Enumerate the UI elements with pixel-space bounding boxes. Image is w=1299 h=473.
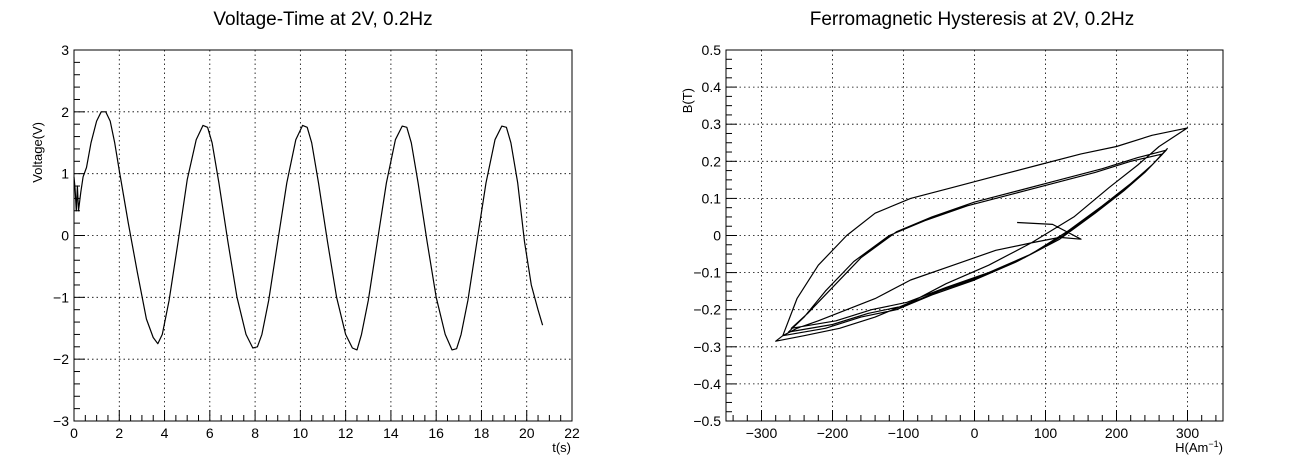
y-tick-label: 1	[61, 166, 69, 182]
y-tick-label: 3	[61, 42, 69, 58]
y-tick-label: −3	[53, 413, 69, 429]
x-tick-label: 300	[1176, 425, 1200, 441]
series-line	[775, 127, 1189, 342]
chart-title: Ferromagnetic Hysteresis at 2V, 0.2Hz	[810, 9, 1135, 30]
x-tick-label: 16	[428, 425, 444, 441]
x-tick-label: 20	[519, 425, 535, 441]
x-tick-label: 6	[206, 425, 214, 441]
x-tick-label: 2	[115, 425, 123, 441]
y-tick-label: 0.4	[702, 79, 722, 95]
voltage-time-chart: 0 2 4 6 8 10 12 14 16 18 20 22−3−2−10123Voltage-Tim…	[30, 9, 580, 455]
y-tick-label: −1	[53, 289, 69, 305]
y-tick-label: 0.5	[702, 42, 722, 58]
y-tick-label: 0	[61, 228, 69, 244]
y-axis-label: Voltage(V)	[30, 122, 45, 183]
x-tick-label: −200	[817, 425, 849, 441]
y-tick-label: 0.1	[702, 190, 722, 206]
x-tick-label: 8	[251, 425, 259, 441]
series-line	[73, 111, 544, 351]
y-tick-label: 0.2	[702, 153, 722, 169]
y-tick-label: 0	[713, 228, 721, 244]
x-tick-label: 0	[971, 425, 979, 441]
y-tick-label: −0.1	[693, 265, 721, 281]
y-tick-label: −0.3	[693, 339, 721, 355]
hysteresis-chart: −300 −200 −100 0 100 200 300 −0.5 −0.4 −0.3 −0.2 −0…	[680, 9, 1224, 455]
y-tick-label: −0.2	[693, 302, 721, 318]
x-tick-label: 22	[564, 425, 580, 441]
x-tick-label: −300	[746, 425, 778, 441]
chart-title: Voltage-Time at 2V, 0.2Hz	[213, 9, 432, 30]
y-tick-label: 0.3	[702, 116, 722, 132]
x-tick-label: 10	[293, 425, 309, 441]
x-tick-label: 200	[1105, 425, 1129, 441]
y-tick-label: −0.5	[693, 413, 721, 429]
y-axis-label: B(T)	[680, 88, 695, 113]
x-tick-label: 14	[383, 425, 399, 441]
x-axis-label: t(s)	[552, 440, 571, 455]
x-tick-label: 100	[1034, 425, 1058, 441]
x-tick-label: 18	[474, 425, 490, 441]
x-tick-label: 4	[161, 425, 169, 441]
y-tick-label: 2	[61, 104, 69, 120]
x-tick-label: −100	[888, 425, 920, 441]
y-tick-label: −2	[53, 351, 69, 367]
y-tick-label: −0.4	[693, 376, 721, 392]
x-tick-label: 0	[70, 425, 78, 441]
x-axis-label: H(Am−1)	[1175, 439, 1223, 455]
x-tick-label: 12	[338, 425, 354, 441]
